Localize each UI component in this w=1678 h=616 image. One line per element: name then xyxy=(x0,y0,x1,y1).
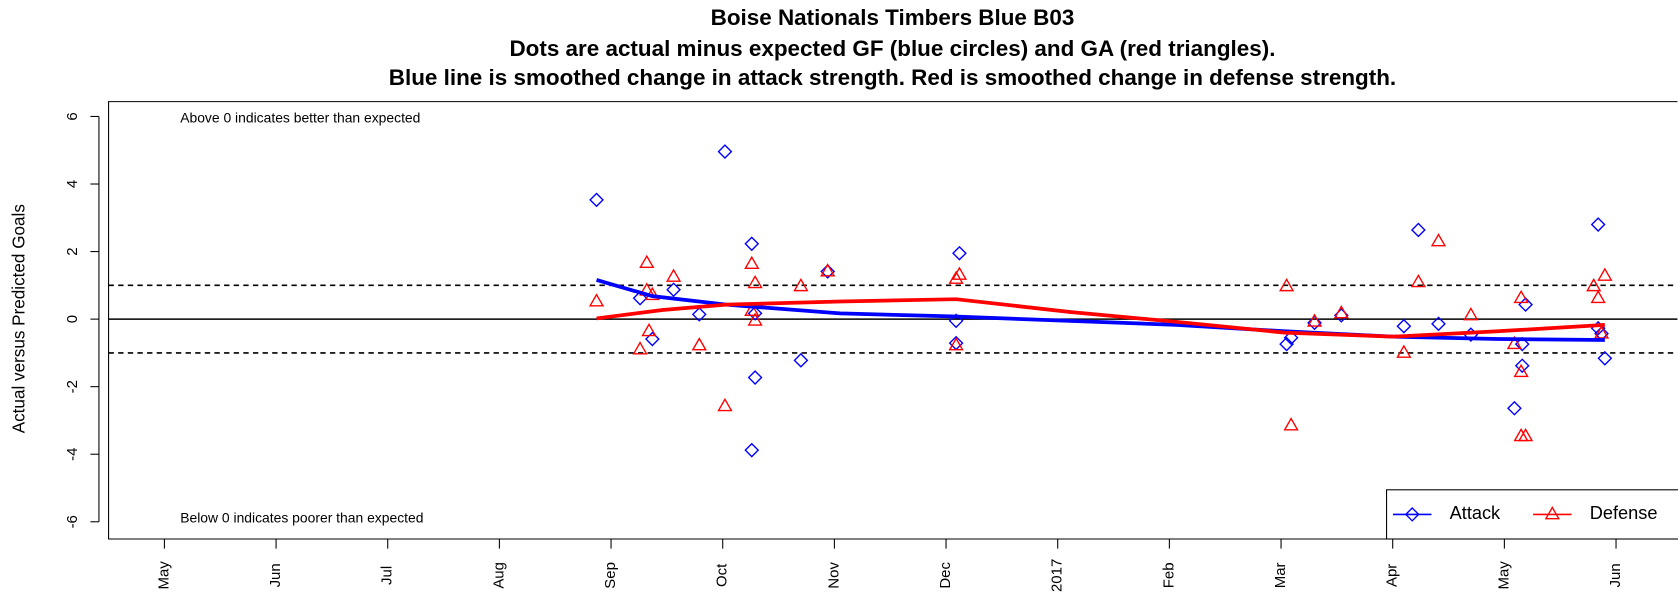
defense-point xyxy=(1333,305,1349,319)
defense-point xyxy=(948,337,964,351)
x-tick-label: May xyxy=(155,561,172,590)
defense-point xyxy=(744,255,760,270)
y-tick-label: -6 xyxy=(64,515,81,528)
attack-point xyxy=(793,352,809,368)
x-tick-label: 2017 xyxy=(1049,559,1066,592)
defense-point xyxy=(1517,427,1534,442)
attack-point xyxy=(632,290,648,306)
y-tick-label: 6 xyxy=(64,112,81,120)
defense-point xyxy=(1430,233,1447,247)
annotation: Above 0 indicates better than expected xyxy=(180,109,420,125)
defense-point xyxy=(747,274,763,289)
defense-point xyxy=(744,302,760,316)
defense-point xyxy=(1506,335,1523,350)
attack-point xyxy=(1431,316,1446,332)
defense-point xyxy=(747,312,763,326)
defense-point xyxy=(1306,313,1323,327)
defense-point xyxy=(639,254,655,269)
attack-point xyxy=(952,245,967,261)
defense-point xyxy=(588,293,605,307)
smoothed-line xyxy=(596,297,1605,339)
legend-marker xyxy=(1544,506,1560,520)
legend-box xyxy=(1386,489,1678,540)
x-tick-label: Jul xyxy=(379,566,396,585)
attack-point xyxy=(644,331,660,347)
y-tick-label: 2 xyxy=(64,247,81,255)
smoothed-line xyxy=(596,278,1605,342)
x-tick-label: Feb xyxy=(1160,562,1177,588)
defense-point xyxy=(1463,307,1479,321)
legend-label: Defense xyxy=(1590,503,1658,523)
defense-point xyxy=(1513,427,1529,442)
defense-point xyxy=(948,270,964,284)
defense-point xyxy=(793,278,809,292)
annotation: Below 0 indicates poorer than expected xyxy=(180,509,423,525)
x-tick-label: Nov xyxy=(825,562,842,589)
x-tick-label: Mar xyxy=(1272,562,1289,588)
x-tick-label: Dec xyxy=(937,562,954,589)
y-tick-label: 4 xyxy=(64,180,81,188)
defense-point xyxy=(1410,273,1426,288)
x-tick-label: Aug xyxy=(490,562,507,589)
x-tick-label: Jun xyxy=(1607,563,1624,587)
chart-subtitle: Blue line is smoothed change in attack s… xyxy=(389,65,1396,90)
attack-point xyxy=(691,306,707,322)
attack-point xyxy=(1410,222,1426,238)
attack-point xyxy=(1283,330,1299,346)
attack-point xyxy=(747,370,763,385)
chart-subtitle: Dots are actual minus expected GF (blue … xyxy=(509,36,1275,61)
defense-point xyxy=(1597,267,1613,281)
y-tick-label: -4 xyxy=(64,448,81,461)
x-tick-label: Jun xyxy=(267,563,284,587)
defense-point xyxy=(820,263,836,277)
x-tick-label: Sep xyxy=(602,562,619,589)
defense-point xyxy=(717,397,733,412)
defense-point xyxy=(1590,289,1606,304)
legend: Attack Defense xyxy=(1386,489,1678,540)
attack-point xyxy=(1279,336,1295,352)
attack-point xyxy=(744,442,760,458)
attack-point xyxy=(1307,315,1322,331)
x-tick-label: Oct xyxy=(714,563,731,587)
attack-point xyxy=(1507,400,1522,416)
defense-point xyxy=(951,266,968,280)
defense-point xyxy=(1279,278,1295,292)
attack-point xyxy=(1514,358,1530,374)
defense-point xyxy=(641,322,657,337)
defense-point xyxy=(1586,278,1602,292)
defense-point xyxy=(1396,344,1412,358)
defense-point xyxy=(1513,289,1529,304)
y-axis-title: Actual versus Predicted Goals xyxy=(9,204,28,433)
x-tick-label: May xyxy=(1495,561,1512,590)
attack-point xyxy=(666,282,681,298)
attack-point xyxy=(1590,217,1606,232)
defense-point xyxy=(1513,363,1529,378)
y-tick-label: 0 xyxy=(64,315,81,323)
attack-point xyxy=(948,313,964,329)
chart-title: Boise Nationals Timbers Blue B03 xyxy=(711,5,1075,30)
defense-point xyxy=(632,341,648,355)
attack-point xyxy=(820,264,836,279)
legend-label: Attack xyxy=(1450,503,1501,523)
legend-marker xyxy=(1404,507,1420,522)
attack-point xyxy=(1597,350,1613,366)
defense-point xyxy=(691,337,707,351)
defense-point xyxy=(1593,325,1610,339)
x-tick-label: Apr xyxy=(1384,564,1401,587)
attack-point xyxy=(1396,318,1412,334)
attack-point xyxy=(747,305,763,321)
y-tick-label: -2 xyxy=(64,380,81,393)
attack-point xyxy=(717,144,733,159)
defense-point xyxy=(665,268,682,282)
defense-point xyxy=(1283,417,1299,431)
attack-point xyxy=(744,236,760,252)
attack-point xyxy=(589,192,604,208)
